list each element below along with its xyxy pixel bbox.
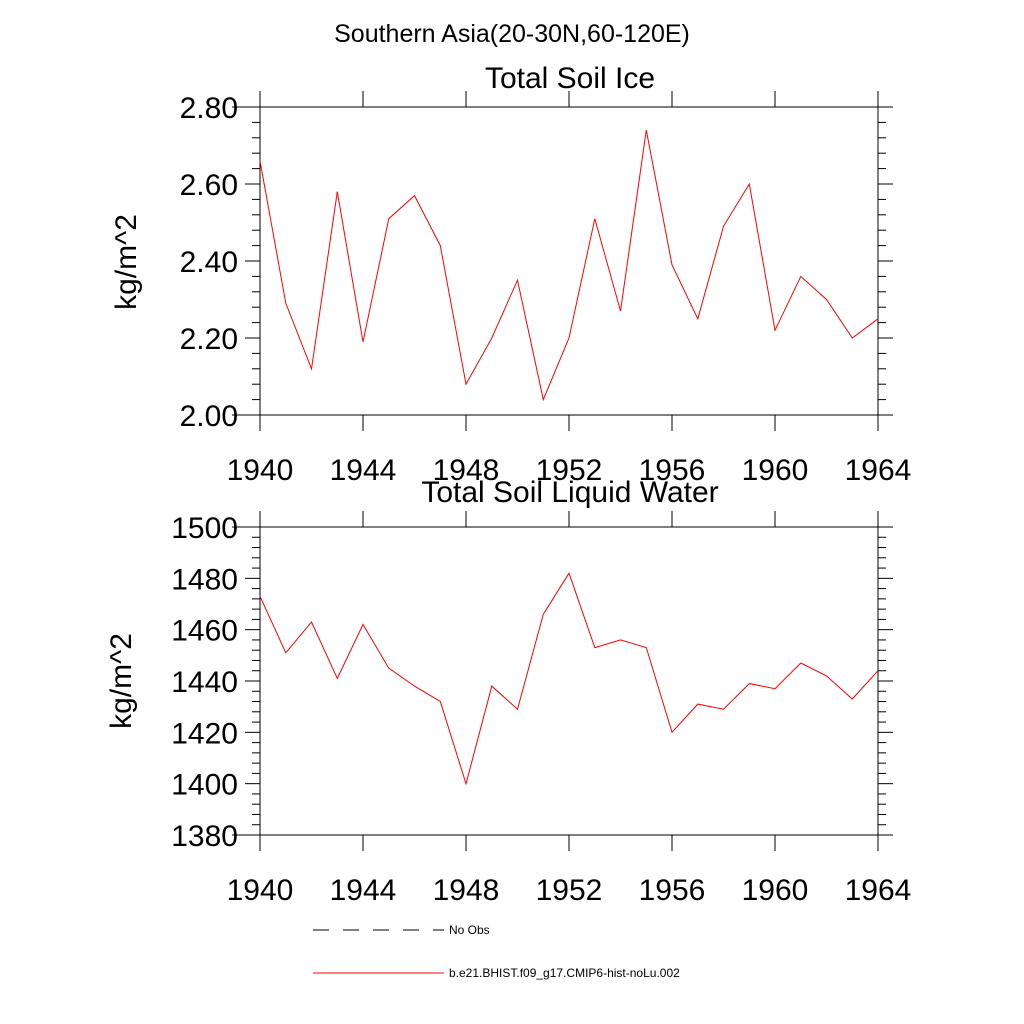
- x-tick-label: 1952: [536, 454, 603, 487]
- y-axis-label: kg/m^2: [110, 214, 143, 310]
- plot-total-soil-ice: Total Soil Ice kg/m^2 2.00 2.20 2.40 2.60 2.…: [110, 62, 911, 487]
- y-tick-label: 1480: [171, 563, 238, 596]
- y-axis-label: kg/m^2: [105, 633, 138, 729]
- x-tick-label: 1960: [742, 874, 809, 907]
- series-line: [259, 130, 879, 402]
- x-tick-label: 1940: [227, 454, 294, 487]
- y-tick-label: 2.80: [180, 92, 238, 125]
- x-tick-label: 1960: [742, 454, 809, 487]
- x-tick-label: 1952: [536, 874, 603, 907]
- x-tick-label: 1956: [639, 454, 706, 487]
- legend-label-no-obs: No Obs: [449, 923, 490, 937]
- y-tick-label: 1500: [171, 512, 238, 545]
- legend: No Obs b.e21.BHIST.f09_g17.CMIP6-hist-no…: [313, 923, 680, 980]
- x-tick-label: 1948: [433, 454, 500, 487]
- y-tick-label: 1440: [171, 666, 238, 699]
- suptitle: Southern Asia(20-30N,60-120E): [334, 20, 690, 48]
- x-tick-label: 1948: [433, 874, 500, 907]
- y-tick-label: 2.20: [180, 323, 238, 356]
- x-tick-label: 1956: [639, 874, 706, 907]
- plot-total-soil-liquid-water: Total Soil Liquid Water kg/m^2 1380 1400 1…: [105, 476, 911, 907]
- plot-title: Total Soil Liquid Water: [421, 476, 718, 509]
- x-tick-label: 1940: [227, 874, 294, 907]
- y-tick-label: 2.60: [180, 169, 238, 202]
- series-line: [259, 572, 879, 786]
- x-tick-label: 1944: [330, 874, 397, 907]
- x-tick-label: 1964: [845, 874, 912, 907]
- y-tick-label: 1460: [171, 615, 238, 648]
- y-tick-label: 1420: [171, 717, 238, 750]
- y-tick-label: 1400: [171, 769, 238, 802]
- x-tick-label: 1964: [845, 454, 912, 487]
- x-tick-label: 1944: [330, 454, 397, 487]
- plot-title: Total Soil Ice: [485, 62, 655, 95]
- legend-label-model: b.e21.BHIST.f09_g17.CMIP6-hist-noLu.002: [449, 966, 680, 980]
- y-tick-label: 2.40: [180, 246, 238, 279]
- y-tick-label: 1380: [171, 820, 238, 853]
- y-tick-label: 2.00: [180, 400, 238, 433]
